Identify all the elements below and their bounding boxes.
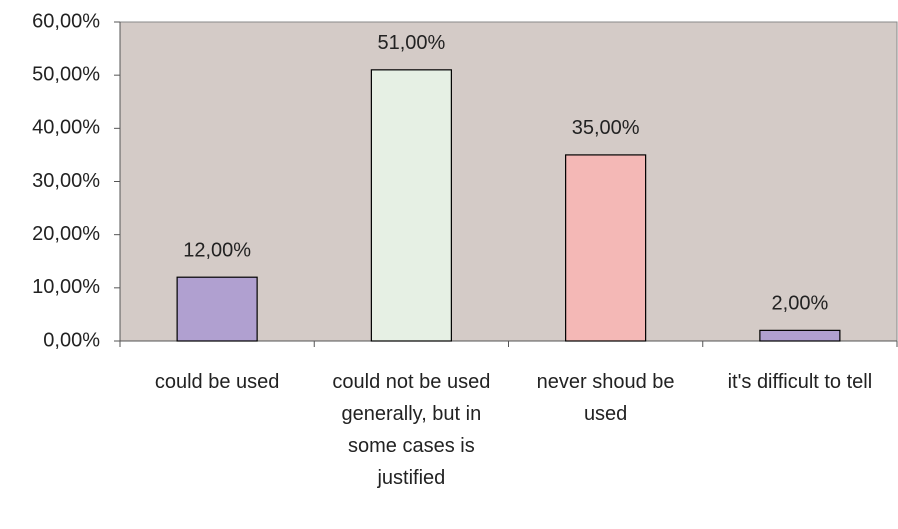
x-tick-label: it's difficult to tell bbox=[727, 371, 873, 393]
y-tick-label: 40,00% bbox=[32, 117, 100, 139]
value-label: 12,00% bbox=[183, 239, 251, 261]
y-tick-label: 60,00% bbox=[32, 10, 100, 32]
y-tick-label: 30,00% bbox=[32, 170, 100, 192]
value-label: 51,00% bbox=[377, 32, 445, 54]
y-tick-label: 20,00% bbox=[32, 223, 100, 245]
y-tick-label: 0,00% bbox=[43, 329, 100, 351]
x-tick-label: could not be used generally, but in some… bbox=[332, 371, 491, 489]
value-label: 35,00% bbox=[572, 117, 640, 139]
value-label: 2,00% bbox=[772, 293, 829, 315]
bar bbox=[176, 276, 258, 342]
y-tick-label: 50,00% bbox=[32, 63, 100, 85]
bar bbox=[759, 329, 841, 342]
bar bbox=[370, 69, 452, 342]
x-tick-label: could be used bbox=[154, 371, 280, 393]
bar bbox=[565, 154, 647, 342]
y-tick-label: 10,00% bbox=[32, 276, 100, 298]
x-tick-label: never shoud be used bbox=[536, 371, 675, 425]
